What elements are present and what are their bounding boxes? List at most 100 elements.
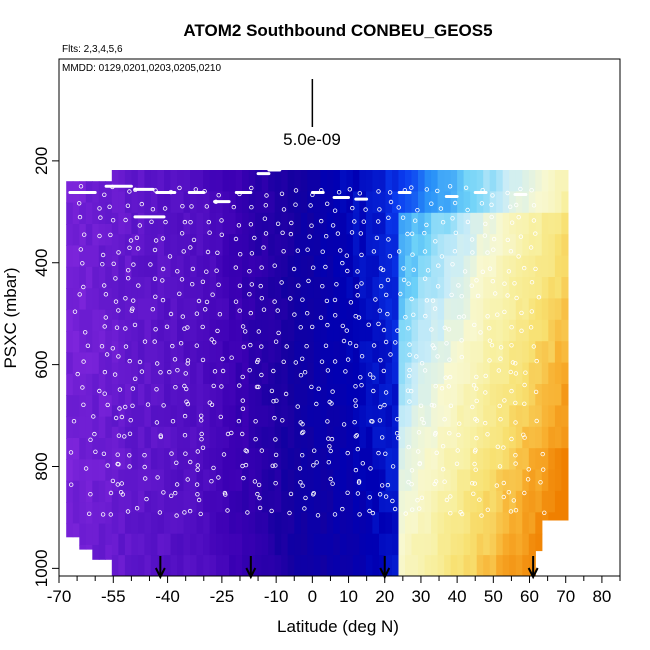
field-cell	[150, 277, 158, 299]
field-cell	[379, 255, 387, 278]
sample-point	[174, 460, 179, 465]
field-cell	[268, 448, 276, 471]
field-cell	[164, 448, 172, 471]
sample-point	[393, 340, 398, 345]
field-cell	[320, 533, 328, 556]
field-cell	[359, 490, 367, 513]
sample-point	[195, 463, 200, 468]
sample-point	[125, 268, 131, 273]
field-cell	[509, 298, 517, 321]
field-cell	[66, 502, 74, 525]
field-cell	[229, 426, 237, 449]
field-cell	[418, 191, 426, 214]
field-cell	[137, 384, 145, 406]
field-cell	[405, 298, 413, 321]
field-cell	[92, 544, 100, 560]
field-cell	[431, 426, 439, 449]
field-cell	[339, 426, 347, 449]
field-cell	[157, 234, 165, 257]
field-cell	[470, 490, 478, 513]
field-cell	[92, 416, 100, 439]
field-cell	[489, 426, 497, 449]
field-cell	[444, 341, 452, 364]
sample-point	[340, 323, 345, 329]
field-cell	[216, 426, 224, 449]
field-cell	[333, 426, 341, 449]
field-cell	[372, 469, 380, 492]
field-cell	[294, 191, 302, 214]
field-cell	[164, 555, 172, 576]
sample-point	[167, 369, 172, 375]
field-cell	[320, 234, 328, 257]
flight-level-dashes	[68, 157, 560, 219]
field-cell	[85, 373, 93, 396]
field-cell	[548, 405, 556, 428]
sample-point	[396, 435, 401, 441]
sample-point	[487, 338, 493, 343]
sample-point	[355, 491, 361, 496]
field-cell	[535, 533, 543, 552]
field-cell	[431, 255, 439, 278]
field-cell	[287, 384, 295, 406]
sample-point	[180, 203, 185, 209]
field-cell	[216, 384, 224, 406]
field-cell	[561, 512, 569, 521]
sample-point	[509, 343, 514, 348]
field-cell	[535, 384, 543, 406]
sample-point	[77, 214, 83, 220]
field-cell	[561, 384, 569, 406]
field-cell	[209, 298, 217, 321]
sample-point	[220, 368, 226, 374]
y-axis-label: PSXC (mbar)	[1, 267, 20, 368]
field-cell	[431, 234, 439, 257]
sample-point	[387, 190, 393, 195]
field-cell	[437, 298, 445, 321]
field-cell	[164, 277, 172, 299]
sample-point	[263, 231, 269, 236]
sample-point	[91, 414, 96, 419]
field-cell	[489, 405, 497, 428]
sample-point	[215, 250, 220, 255]
field-cell	[85, 502, 93, 525]
sample-point	[152, 339, 157, 344]
field-cell	[554, 212, 562, 235]
field-cell	[431, 490, 439, 513]
field-cell	[326, 384, 334, 406]
field-cell	[372, 277, 380, 299]
sample-point	[131, 262, 136, 267]
field-cell	[418, 555, 426, 576]
field-cell	[164, 533, 172, 556]
field-cell	[320, 490, 328, 513]
sample-point	[123, 326, 128, 331]
field-cell	[365, 405, 373, 428]
field-cell	[268, 555, 276, 576]
sample-point	[501, 494, 506, 500]
field-cell	[372, 170, 380, 192]
field-cell	[424, 341, 432, 364]
field-cell	[281, 555, 289, 576]
sample-point	[380, 267, 386, 273]
field-cell	[183, 490, 191, 513]
field-cell	[437, 234, 445, 257]
sample-point	[199, 437, 204, 442]
field-cell	[541, 405, 549, 428]
sample-point	[160, 236, 166, 241]
sample-point	[448, 494, 453, 499]
field-cell	[418, 490, 426, 513]
sample-point	[280, 230, 285, 235]
sample-point	[418, 403, 424, 408]
field-cell	[157, 533, 165, 556]
sample-point	[529, 187, 534, 193]
field-cell	[131, 362, 139, 385]
field-cell	[470, 298, 478, 321]
field-cell	[131, 234, 139, 257]
sample-point	[80, 385, 85, 390]
sample-point	[368, 466, 373, 471]
field-cell	[274, 512, 282, 535]
field-cell	[535, 512, 543, 535]
sample-point	[108, 490, 114, 496]
sample-point	[169, 451, 174, 456]
field-cell	[411, 555, 419, 576]
field-cell	[137, 448, 145, 471]
sample-point	[509, 388, 514, 394]
